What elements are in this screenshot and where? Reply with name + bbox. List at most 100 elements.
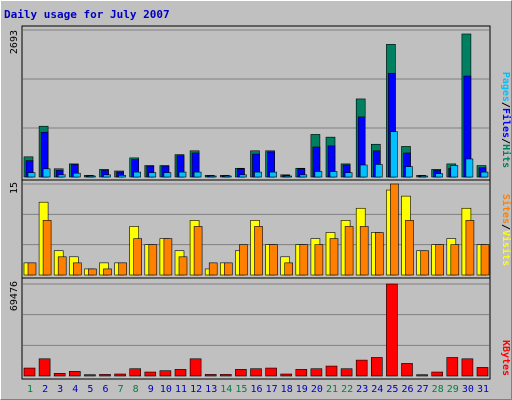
legend-entry: Pages xyxy=(500,72,511,102)
day-label-28: 28 xyxy=(432,384,444,395)
panel-bottom xyxy=(21,277,491,380)
day-label-23: 23 xyxy=(356,384,368,395)
legend-entry: / xyxy=(500,102,511,108)
day-label-25: 25 xyxy=(386,384,398,395)
sites-bar-day-2 xyxy=(42,220,52,276)
sites-bar-day-18 xyxy=(284,262,294,276)
sites-bar-day-25 xyxy=(390,183,399,276)
pages-bar-day-14 xyxy=(224,175,232,178)
sites-bar-day-1 xyxy=(27,262,37,276)
pages-bar-day-1 xyxy=(27,172,36,178)
day-label-2: 2 xyxy=(42,384,48,395)
day-label-15: 15 xyxy=(235,384,247,395)
kbytes-bar-day-30 xyxy=(461,358,474,377)
pages-bar-day-19 xyxy=(299,174,308,178)
legend-entry: / xyxy=(500,138,511,144)
day-label-6: 6 xyxy=(102,384,108,395)
pages-bar-day-24 xyxy=(374,164,383,178)
pages-bar-day-18 xyxy=(284,175,293,178)
day-label-26: 26 xyxy=(401,384,413,395)
kbytes-bar-day-1 xyxy=(23,367,36,377)
kbytes-bar-day-7 xyxy=(114,373,126,377)
pages-bar-day-6 xyxy=(103,174,111,178)
pages-bar-day-13 xyxy=(208,175,217,178)
legend-entry: Hits xyxy=(500,144,512,168)
legend-middle: Sites/Visits xyxy=(500,194,512,266)
kbytes-bar-day-19 xyxy=(295,369,308,377)
pages-bar-day-23 xyxy=(359,164,368,178)
legend-entry: Visits xyxy=(500,230,512,266)
sites-bar-day-8 xyxy=(133,238,142,276)
sites-bar-day-28 xyxy=(435,244,445,276)
sites-bar-day-14 xyxy=(224,262,233,276)
kbytes-bar-day-17 xyxy=(265,367,277,377)
day-label-14: 14 xyxy=(220,384,232,395)
bars xyxy=(23,33,490,377)
bottom-axis-max-label: 69476 xyxy=(9,281,20,311)
kbytes-bar-day-11 xyxy=(174,369,187,377)
pages-bar-day-7 xyxy=(118,175,126,178)
sites-bar-day-5 xyxy=(88,268,97,276)
sites-bar-day-3 xyxy=(57,256,67,276)
pages-bar-day-20 xyxy=(314,171,323,178)
sites-bar-day-17 xyxy=(269,244,278,276)
kbytes-bar-day-15 xyxy=(235,369,247,377)
sites-bar-day-27 xyxy=(420,250,429,276)
pages-bar-day-12 xyxy=(193,171,202,178)
kbytes-bar-day-14 xyxy=(220,374,232,377)
sites-bar-day-24 xyxy=(374,232,384,276)
sites-bar-day-4 xyxy=(73,262,82,276)
pages-bar-day-26 xyxy=(405,166,413,178)
kbytes-bar-day-9 xyxy=(144,371,157,377)
day-label-1: 1 xyxy=(27,384,33,395)
day-label-27: 27 xyxy=(417,384,429,395)
day-label-31: 31 xyxy=(477,384,489,395)
day-label-10: 10 xyxy=(160,384,172,395)
pages-bar-day-5 xyxy=(88,175,96,178)
pages-bar-day-28 xyxy=(435,173,444,178)
sites-bar-day-16 xyxy=(254,226,263,276)
pages-bar-day-11 xyxy=(178,171,187,178)
pages-bar-day-8 xyxy=(133,171,141,178)
day-labels: 1 2 3 4 5 6 7 8 9 10 11 12 13 14 15 16 17 18 19 20 21 22 23 24 2… xyxy=(27,384,489,395)
day-label-24: 24 xyxy=(371,384,383,395)
day-label-5: 5 xyxy=(87,384,93,395)
sites-bar-day-15 xyxy=(239,244,248,276)
sites-bar-day-22 xyxy=(344,226,354,276)
pages-bar-day-10 xyxy=(163,172,172,178)
day-label-22: 22 xyxy=(341,384,353,395)
pages-bar-day-21 xyxy=(329,171,338,178)
day-label-29: 29 xyxy=(447,384,459,395)
pages-bar-day-3 xyxy=(57,174,66,178)
sites-bar-day-11 xyxy=(178,256,188,276)
pages-bar-day-27 xyxy=(420,175,428,178)
pages-bar-day-4 xyxy=(73,172,81,178)
sites-bar-day-10 xyxy=(163,238,173,276)
sites-bar-day-6 xyxy=(103,268,112,276)
legend-entry: Sites xyxy=(500,194,512,224)
pages-bar-day-17 xyxy=(269,171,277,178)
day-label-16: 16 xyxy=(250,384,262,395)
kbytes-bar-day-3 xyxy=(53,373,66,377)
day-label-20: 20 xyxy=(311,384,323,395)
day-label-3: 3 xyxy=(57,384,63,395)
day-label-11: 11 xyxy=(175,384,187,395)
sites-bar-day-20 xyxy=(314,244,324,276)
kbytes-bar-day-20 xyxy=(310,368,323,377)
kbytes-bar-day-29 xyxy=(446,357,459,377)
pages-bar-day-15 xyxy=(239,174,247,178)
kbytes-bar-day-8 xyxy=(129,368,141,377)
sites-bar-day-19 xyxy=(299,244,309,276)
day-label-30: 30 xyxy=(462,384,474,395)
sites-bar-day-29 xyxy=(450,244,460,276)
top-axis-max-label: 2693 xyxy=(9,30,20,54)
kbytes-bar-day-22 xyxy=(340,368,353,377)
kbytes-bar-day-18 xyxy=(280,373,293,377)
legend-entry: KBytes xyxy=(500,340,511,376)
pages-bar-day-25 xyxy=(390,131,398,178)
kbytes-bar-day-26 xyxy=(401,363,413,377)
day-label-19: 19 xyxy=(296,384,308,395)
day-label-4: 4 xyxy=(72,384,78,395)
pages-bar-day-9 xyxy=(148,172,157,178)
kbytes-bar-day-27 xyxy=(416,374,428,377)
